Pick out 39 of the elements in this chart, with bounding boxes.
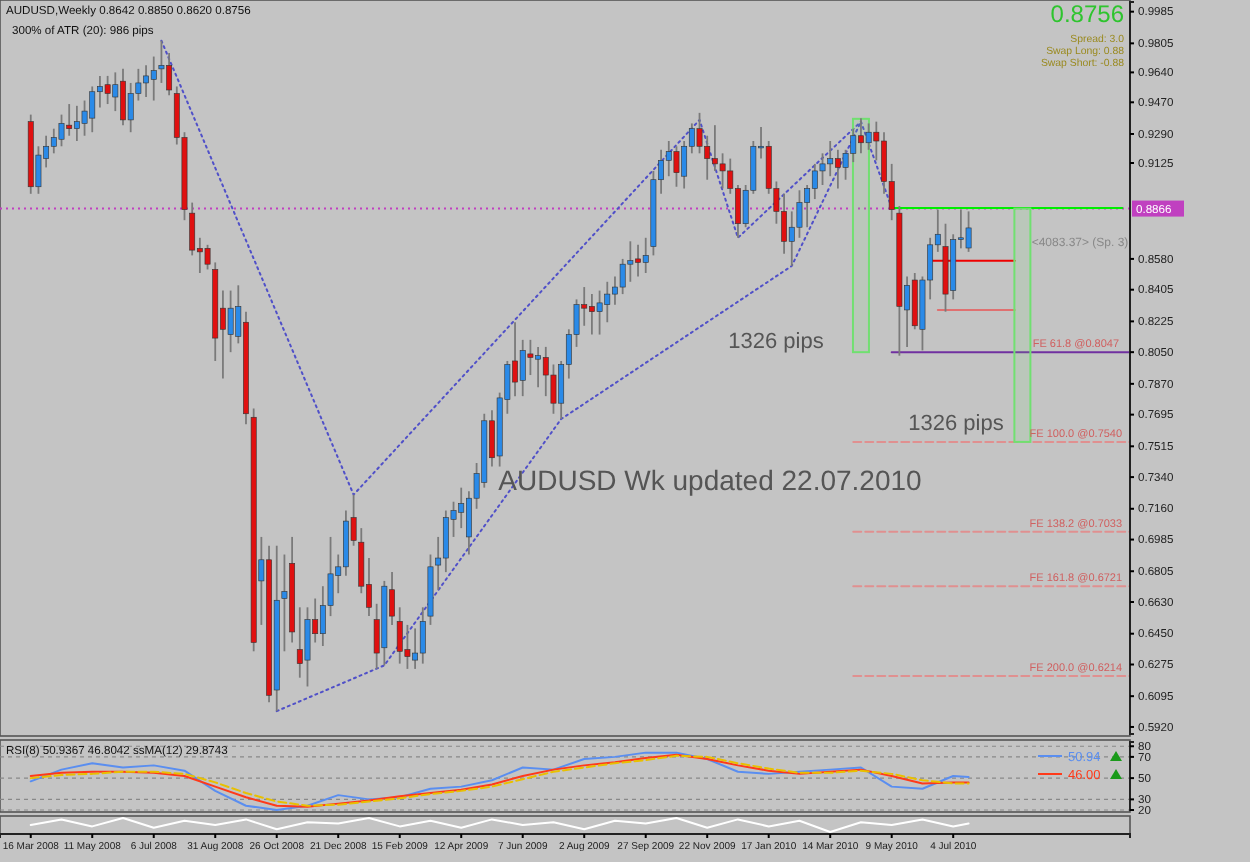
candlestick <box>858 117 864 155</box>
candlestick <box>665 140 672 178</box>
annotation: 0.8756 <box>1050 0 1125 28</box>
candlestick <box>781 192 787 255</box>
candlestick <box>512 321 518 398</box>
candlestick <box>535 345 541 389</box>
candlestick <box>412 627 418 670</box>
candlestick <box>104 75 111 105</box>
candlestick <box>89 85 96 134</box>
candlestick <box>604 280 611 324</box>
candlestick <box>965 210 972 253</box>
annotation: AUDUSD Wk updated 22.07.2010 <box>498 463 923 496</box>
candlestick <box>304 606 311 688</box>
candlestick <box>673 145 680 188</box>
candlestick <box>166 52 173 97</box>
candlestick <box>296 606 303 679</box>
candlestick <box>827 140 834 178</box>
annotation: 1326 pips <box>908 411 1005 436</box>
candlestick <box>542 345 549 398</box>
candlestick <box>712 124 718 172</box>
candlestick <box>811 162 818 200</box>
candlestick <box>834 148 841 190</box>
candlestick <box>66 103 73 137</box>
candlestick <box>589 293 595 336</box>
candlestick <box>73 104 80 142</box>
candlestick <box>442 509 449 574</box>
candlestick <box>596 289 603 336</box>
candlestick <box>143 64 149 98</box>
candlestick <box>911 272 918 331</box>
candlestick <box>635 243 641 278</box>
candlestick <box>343 509 349 577</box>
candlestick <box>120 67 126 127</box>
candlestick <box>458 486 465 530</box>
candlestick <box>788 210 795 267</box>
candlestick <box>704 134 711 181</box>
candlestick <box>150 55 157 102</box>
candlestick <box>50 127 57 155</box>
annotation: 1326 pips <box>728 329 825 354</box>
candlestick <box>581 286 588 327</box>
